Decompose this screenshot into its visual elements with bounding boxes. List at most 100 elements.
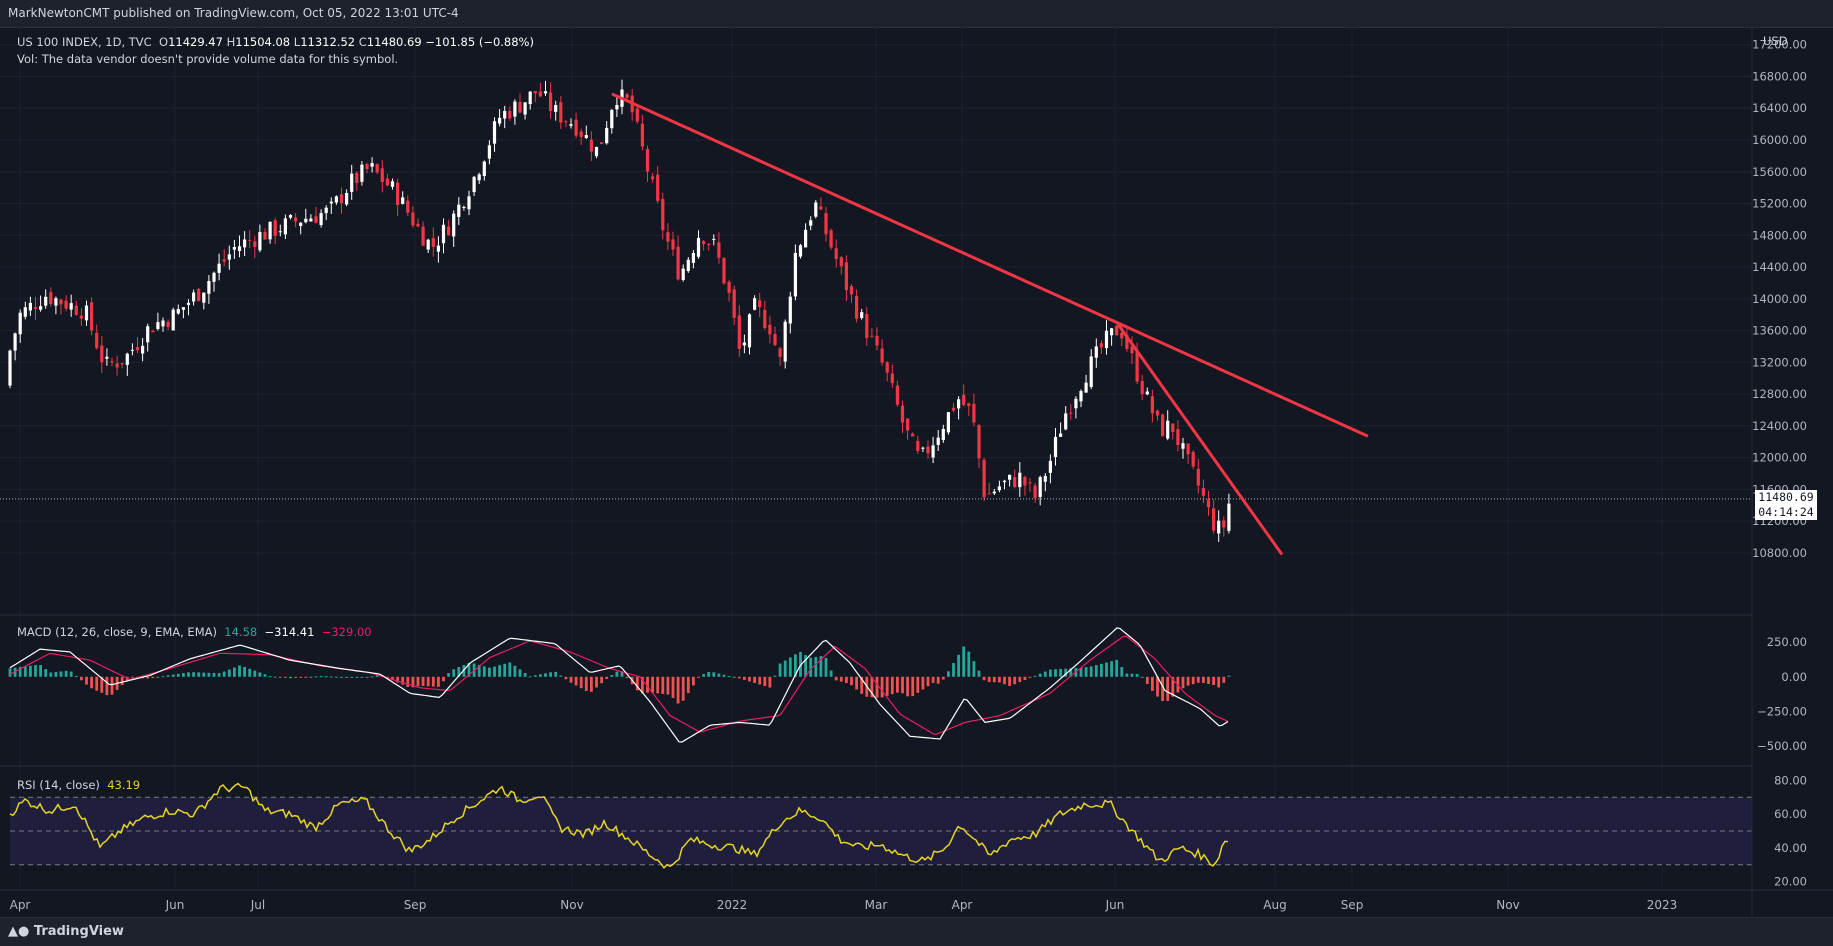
macd-histogram-bar (488, 667, 491, 677)
macd-histogram-bar (834, 676, 838, 681)
macd-histogram-bar (860, 676, 864, 694)
candle-body (365, 164, 369, 170)
candle-body (615, 104, 619, 110)
candle-body (676, 246, 680, 280)
chart-canvas[interactable]: 17200.00 16800.00 16400.00 16000.00 15600.00… (0, 27, 1833, 917)
macd-histogram-bar (809, 657, 813, 677)
candle-body (1013, 477, 1017, 488)
candle-body (1018, 472, 1022, 488)
candle-body (574, 119, 578, 136)
macd-histogram-bar (661, 676, 665, 694)
macd-histogram-bar (1094, 665, 1098, 677)
candle-body (8, 350, 12, 386)
macd-histogram-bar (947, 671, 950, 677)
candle-body (982, 459, 986, 498)
macd-histogram-bar (916, 676, 920, 693)
macd-histogram-bar (804, 655, 807, 677)
macd-histogram-bar (401, 676, 405, 685)
candle-body (426, 239, 430, 250)
macd-histogram-bar (1069, 668, 1073, 677)
macd-histogram-bar (1130, 673, 1134, 677)
candle-body (1053, 436, 1058, 458)
candle-body (793, 252, 797, 297)
price-tick-label: 15600.00 (1752, 165, 1807, 179)
candle-body (992, 491, 996, 494)
macd-histogram-bar (197, 672, 201, 677)
macd-histogram-bar (635, 676, 639, 691)
candle-body (232, 247, 236, 250)
macd-histogram-bar (207, 672, 211, 677)
rsi-tick-label: 80.00 (1774, 773, 1807, 787)
price-tick-label: 13600.00 (1752, 324, 1807, 338)
vol-note: Vol: The data vendor doesn't provide vol… (17, 52, 399, 66)
macd-histogram-bar (569, 676, 573, 683)
macd-histogram-bar (1079, 667, 1083, 677)
time-tick-label: Mar (865, 898, 888, 912)
macd-histogram-bar (574, 676, 578, 686)
candle-body (809, 220, 813, 226)
candle-body (798, 245, 803, 257)
macd-histogram-bar (692, 676, 695, 686)
candle-body (931, 445, 935, 458)
price-tick-label: 12400.00 (1752, 419, 1807, 433)
candle-body (1145, 391, 1149, 395)
candle-body (844, 262, 848, 291)
macd-histogram-bar (161, 676, 165, 678)
candle-body (528, 91, 532, 105)
candle-body (1110, 328, 1114, 336)
time-tick-label: Jun (1105, 898, 1125, 912)
macd-histogram-bar (1166, 676, 1170, 701)
macd-histogram-bar (340, 676, 343, 678)
price-tick-label: 14000.00 (1752, 292, 1807, 306)
rsi-tick-label: 20.00 (1774, 875, 1807, 889)
macd-hist-value: 14.58 (224, 625, 258, 639)
macd-histogram-bar (248, 668, 252, 677)
macd-histogram-bar (370, 676, 374, 678)
candle-body (1048, 460, 1052, 473)
macd-histogram-bar (885, 676, 889, 696)
candle-body (263, 231, 267, 240)
macd-histogram-bar (273, 676, 277, 678)
macd-histogram-bar (824, 658, 828, 677)
macd-histogram-bar (146, 676, 150, 679)
macd-histogram-bar (533, 675, 537, 677)
candle-body (314, 216, 318, 223)
candle-body (39, 306, 43, 310)
candle-body (513, 101, 517, 117)
candle-body (1222, 520, 1226, 528)
tradingview-logo[interactable]: ▲● TradingView (8, 924, 124, 939)
price-tick-label: 14400.00 (1752, 260, 1807, 274)
candle-body (151, 330, 155, 333)
candle-body (1115, 325, 1119, 336)
macd-histogram-bar (564, 676, 568, 680)
macd-histogram-bar (737, 676, 741, 679)
macd-histogram-bar (584, 676, 588, 691)
macd-histogram-bar (513, 665, 517, 677)
candle-body (788, 296, 792, 324)
price-tick-label: 12000.00 (1752, 451, 1807, 465)
candle-body (941, 428, 945, 441)
macd-histogram-bar (421, 676, 425, 686)
time-tick-label: Apr (10, 898, 31, 912)
macd-histogram-bar (936, 676, 940, 684)
macd-histogram-bar (518, 669, 522, 677)
macd-histogram-bar (110, 676, 114, 695)
macd-histogram-bar (977, 670, 981, 677)
candle-body (345, 193, 349, 205)
price-tick-label: 13200.00 (1752, 355, 1807, 369)
macd-histogram-bar (396, 676, 399, 683)
macd-histogram-bar (176, 673, 180, 677)
macd-histogram-bar (182, 673, 185, 677)
macd-histogram-bar (171, 674, 175, 677)
candle-body (248, 240, 252, 242)
candle-body (926, 446, 930, 454)
macd-histogram-bar (880, 676, 884, 698)
macd-histogram-bar (375, 675, 379, 677)
candle-body (804, 229, 808, 248)
macd-histogram-bar (1191, 676, 1195, 685)
time-tick-label: Sep (404, 898, 427, 912)
candle-body (1181, 443, 1185, 449)
candle-body (951, 407, 956, 411)
macd-histogram-bar (1207, 676, 1210, 684)
candle-body (1186, 443, 1190, 455)
